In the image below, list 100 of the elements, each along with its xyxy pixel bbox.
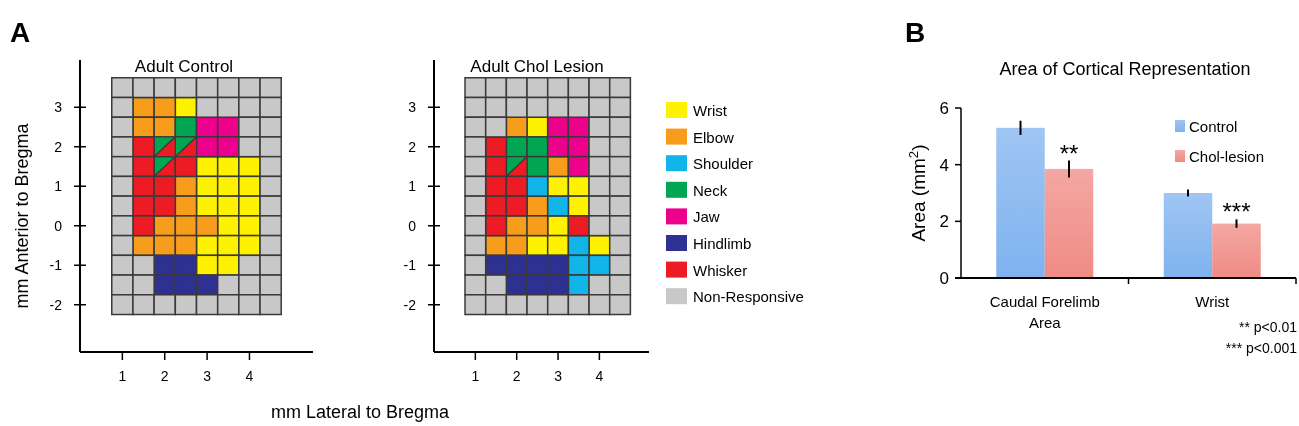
point [464,155,487,178]
y-tick-label: 2 [408,138,417,155]
point [526,136,549,158]
text: A [10,17,31,48]
point [111,294,134,316]
point [464,136,487,158]
point [464,294,487,316]
point [608,77,632,99]
point [259,234,282,257]
y-tick-label: -2 [49,296,63,313]
y-tick-label: -2 [403,296,417,313]
y-tick-label: 0 [54,217,63,234]
point [216,136,240,158]
legend-label: Whisker [693,261,748,279]
point [526,155,549,178]
point [588,136,611,158]
x-tick-label: 2 [160,368,169,384]
y-tick-label: 4 [939,155,949,175]
legend-label: Control [1189,118,1238,135]
point [567,294,590,316]
point [464,77,487,99]
point [195,96,219,118]
y-tick-label: 2 [54,138,63,155]
point [588,77,611,99]
point [588,195,611,217]
x-tick-label: 1 [118,368,127,384]
point [464,195,487,217]
chart-title: Area of Cortical Representation [999,59,1251,79]
y-tick-label: 6 [939,99,949,118]
point [259,96,282,118]
point [546,234,570,257]
y-tick-label: 1 [408,178,417,195]
point [153,195,177,217]
y-tick-label: 0 [408,217,417,234]
point [153,294,177,316]
point [153,234,177,257]
legend-label: Neck [693,181,728,199]
point [588,215,611,237]
legend-label: Jaw [693,208,720,226]
point [484,116,508,138]
legend-label: Hindlimb [693,235,752,252]
y-tick-label: -1 [403,257,417,274]
point [259,155,282,178]
point [111,195,134,217]
point [238,136,261,158]
point [505,195,528,217]
x-tick-label: 3 [554,368,563,384]
x-tick-label: 1 [471,368,480,384]
point [546,77,570,99]
x-tick-label: 4 [595,368,604,384]
point [259,195,282,217]
x-tick-label: 2 [512,368,521,384]
text: *** p<0.001 [1225,340,1298,356]
bar [1212,223,1261,278]
point [216,96,240,118]
point [588,294,611,316]
point [174,234,198,257]
point [505,234,528,257]
point [484,77,508,99]
annotation: ** [1059,139,1079,167]
point [464,274,487,296]
point [526,96,549,118]
point [132,274,155,296]
point [259,116,282,138]
x-axis-title: mm Lateral to Bregma [270,402,451,422]
point [484,155,508,178]
y-tick-label: 3 [54,99,63,116]
point [608,215,632,237]
y-axis-title: mm Anterior to Bregma [12,122,32,309]
legend-label: Shoulder [693,155,754,173]
point [195,294,219,316]
point [132,215,155,237]
x-tick-label: 3 [203,368,212,384]
point [567,96,590,118]
point [132,77,155,99]
point [174,294,198,316]
point [259,215,282,237]
point [526,215,549,237]
point [546,136,570,158]
point [484,274,508,296]
point [608,294,632,316]
point [546,96,570,118]
point [526,294,549,316]
point [259,175,282,197]
point [608,155,632,178]
point [608,136,632,158]
point [153,77,177,99]
point [111,215,134,237]
bar [1163,193,1213,278]
point [259,254,282,276]
point [588,155,611,178]
point [526,77,549,99]
point [608,234,632,257]
y-tick-label: 2 [939,212,949,232]
point [484,215,508,237]
point [567,215,590,237]
chart-title: Adult Chol Lesion [470,57,604,76]
legend-label: Non-Responsive [693,288,804,306]
legend-label: Wrist [693,102,728,119]
point [111,155,134,178]
